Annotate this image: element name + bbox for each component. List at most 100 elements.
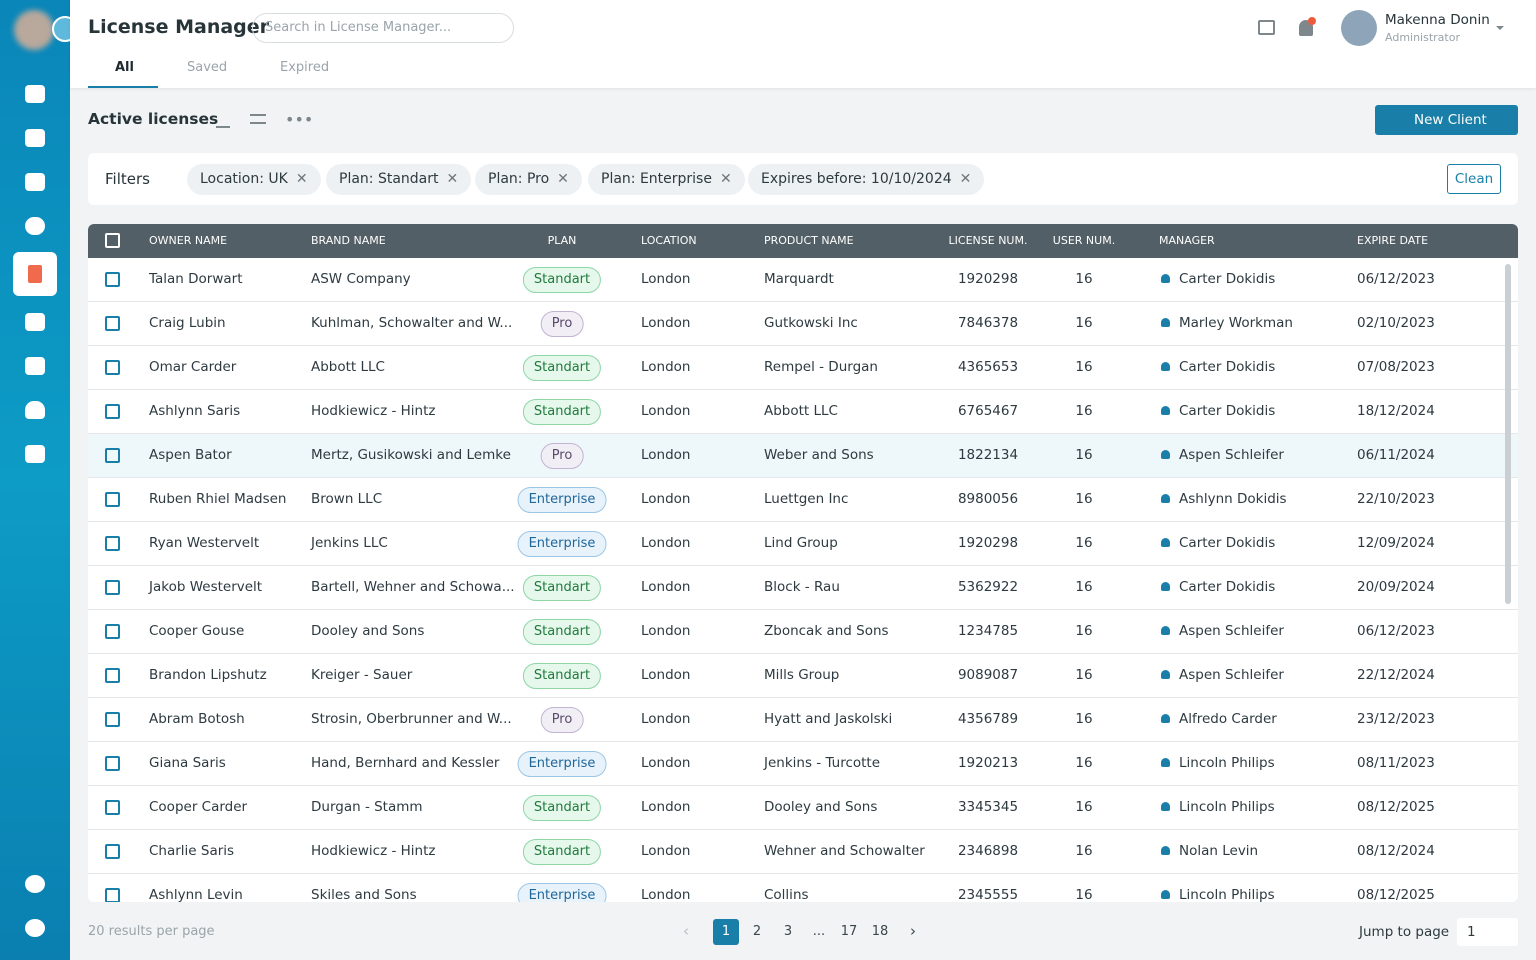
tab[interactable]: Expired [280,60,330,75]
plan-badge: Standart [522,663,602,689]
table-row[interactable]: Jakob Westervelt Bartell, Wehner and Scho… [88,566,1518,610]
table-cell: Bartell, Wehner and Schowa... [311,579,515,595]
table-row[interactable]: Omar Carder Abbott LLC Standart London Rempe… [88,346,1518,390]
manager-cell: Aspen Schleifer [1161,434,1284,477]
row-checkbox[interactable] [105,580,120,595]
row-checkbox[interactable] [105,536,120,551]
row-checkbox[interactable] [105,756,120,771]
inbox-icon[interactable] [1258,20,1275,35]
manager-icon [1161,494,1170,503]
manager-icon [1161,362,1170,371]
table-row[interactable]: Giana Saris Hand, Bernhard and Kessler Ent… [88,742,1518,786]
table-row[interactable]: Cooper Gouse Dooley and Sons Standart Londo… [88,610,1518,654]
column-header[interactable]: BRAND NAME [311,234,386,247]
dark-mode-icon[interactable] [25,875,45,893]
table-row[interactable]: Ruben Rhiel Madsen Brown LLC Enterprise Lon… [88,478,1518,522]
chip-remove[interactable]: ✕ [295,171,308,187]
table-cell: Marquardt [764,271,834,287]
chip-remove[interactable]: ✕ [557,171,569,187]
table-row[interactable]: Ashlynn Levin Skiles and Sons Enterprise Lo… [88,874,1518,902]
search-box[interactable]: Search in License Manager... [252,13,514,43]
bag-icon[interactable] [25,313,45,331]
page-button[interactable]: 2 [752,924,762,939]
home-icon[interactable] [25,85,45,103]
page-button[interactable]: 1 [713,919,739,945]
row-checkbox[interactable] [105,448,120,463]
download-button[interactable] [216,112,230,128]
chip-remove[interactable]: ✕ [719,171,732,187]
column-header[interactable]: EXPIRE DATE [1357,234,1429,247]
table-row[interactable]: Ashlynn Saris Hodkiewicz - Hintz Standart L… [88,390,1518,434]
column-header[interactable]: MANAGER [1159,234,1215,247]
page-button[interactable]: 18 [871,924,889,939]
row-checkbox[interactable] [105,492,120,507]
table-cell: London [641,711,691,727]
column-header[interactable]: PRODUCT NAME [764,234,854,247]
calendar-icon[interactable] [25,129,45,147]
table-row[interactable]: Talan Dorwart ASW Company Standart London Ma… [88,258,1518,302]
column-header[interactable]: LOCATION [641,234,697,247]
manager-name: Aspen Schleifer [1179,623,1284,639]
chip-remove[interactable]: ✕ [959,171,972,187]
next-page[interactable]: › [910,922,916,940]
tickets-icon[interactable] [25,173,45,191]
scrollbar[interactable] [1505,264,1511,604]
chip-remove[interactable]: ✕ [446,171,459,187]
column-header[interactable]: LICENSE NUM. [948,234,1028,247]
table-cell: Lind Group [764,535,838,551]
row-checkbox[interactable] [105,316,120,331]
column-header[interactable]: USER NUM. [1052,234,1116,247]
table-row[interactable]: Aspen Bator Mertz, Gusikowski and Lemke Pr… [88,434,1518,478]
settings-icon[interactable] [25,919,45,937]
table-cell: 22/12/2024 [1357,667,1435,683]
select-all-checkbox[interactable] [105,233,120,248]
page-button[interactable]: 17 [840,924,858,939]
row-checkbox[interactable] [105,800,120,815]
row-checkbox[interactable] [105,360,120,375]
jump-label: Jump to page [1359,924,1450,940]
table-cell: London [641,887,691,902]
manager-icon [1161,802,1170,811]
row-checkbox[interactable] [105,888,120,902]
table-cell: 3345345 [957,799,1019,815]
row-checkbox[interactable] [105,272,120,287]
table-cell: Cooper Gouse [149,623,245,639]
page-button[interactable]: 3 [783,924,793,939]
lock-icon[interactable] [25,445,45,463]
manager-name: Lincoln Philips [1179,755,1275,771]
table-cell: Hodkiewicz - Hintz [311,843,436,859]
tab[interactable]: Saved [187,60,228,75]
table-row[interactable]: Charlie Saris Hodkiewicz - Hintz Standart L… [88,830,1518,874]
jump-select[interactable]: 1 [1457,918,1518,946]
table-row[interactable]: Cooper Carder Durgan - Stamm Standart Londo… [88,786,1518,830]
plan-badge: Enterprise [517,487,607,513]
tab[interactable]: All [115,60,134,75]
chip-label: Plan: Pro [488,171,550,187]
more-button[interactable]: ••• [285,110,314,129]
table-cell: Charlie Saris [149,843,235,859]
avatar[interactable] [1341,10,1377,46]
users-icon[interactable] [25,217,45,235]
manager-name: Carter Dokidis [1179,403,1276,419]
row-checkbox[interactable] [105,624,120,639]
prev-page[interactable]: ‹ [683,922,689,940]
licenses-nav-active[interactable] [13,252,57,296]
row-checkbox[interactable] [105,844,120,859]
column-header[interactable]: OWNER NAME [149,234,228,247]
user-menu-caret[interactable] [1496,26,1504,34]
table-row[interactable]: Brandon Lipshutz Kreiger - Sauer Standart L… [88,654,1518,698]
column-header[interactable]: PLAN [547,234,577,247]
row-checkbox[interactable] [105,712,120,727]
download-icon[interactable] [25,357,45,375]
table-row[interactable]: Craig Lubin Kuhlman, Schowalter and W... P… [88,302,1518,346]
idea-icon[interactable] [25,401,45,419]
row-checkbox[interactable] [105,668,120,683]
manager-icon [1161,538,1170,547]
filter-button[interactable] [250,114,266,124]
new-client-button[interactable]: New Client [1375,105,1518,135]
row-checkbox[interactable] [105,404,120,419]
table-row[interactable]: Abram Botosh Strosin, Oberbrunner and W..… [88,698,1518,742]
table-row[interactable]: Ryan Westervelt Jenkins LLC Enterprise Lond… [88,522,1518,566]
clean-button[interactable]: Clean [1447,164,1501,194]
manager-cell: Carter Dokidis [1161,390,1275,433]
